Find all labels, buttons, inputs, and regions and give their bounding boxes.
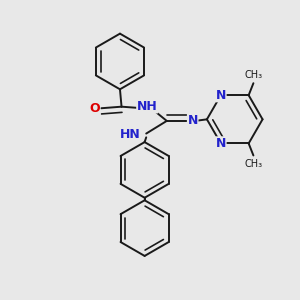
Text: N: N (216, 89, 226, 102)
Text: N: N (216, 137, 226, 150)
Text: O: O (89, 102, 100, 115)
Text: CH₃: CH₃ (244, 159, 262, 169)
Text: CH₃: CH₃ (244, 70, 262, 80)
Text: NH: NH (137, 100, 158, 113)
Text: N: N (188, 114, 198, 128)
Text: HN: HN (120, 128, 140, 141)
